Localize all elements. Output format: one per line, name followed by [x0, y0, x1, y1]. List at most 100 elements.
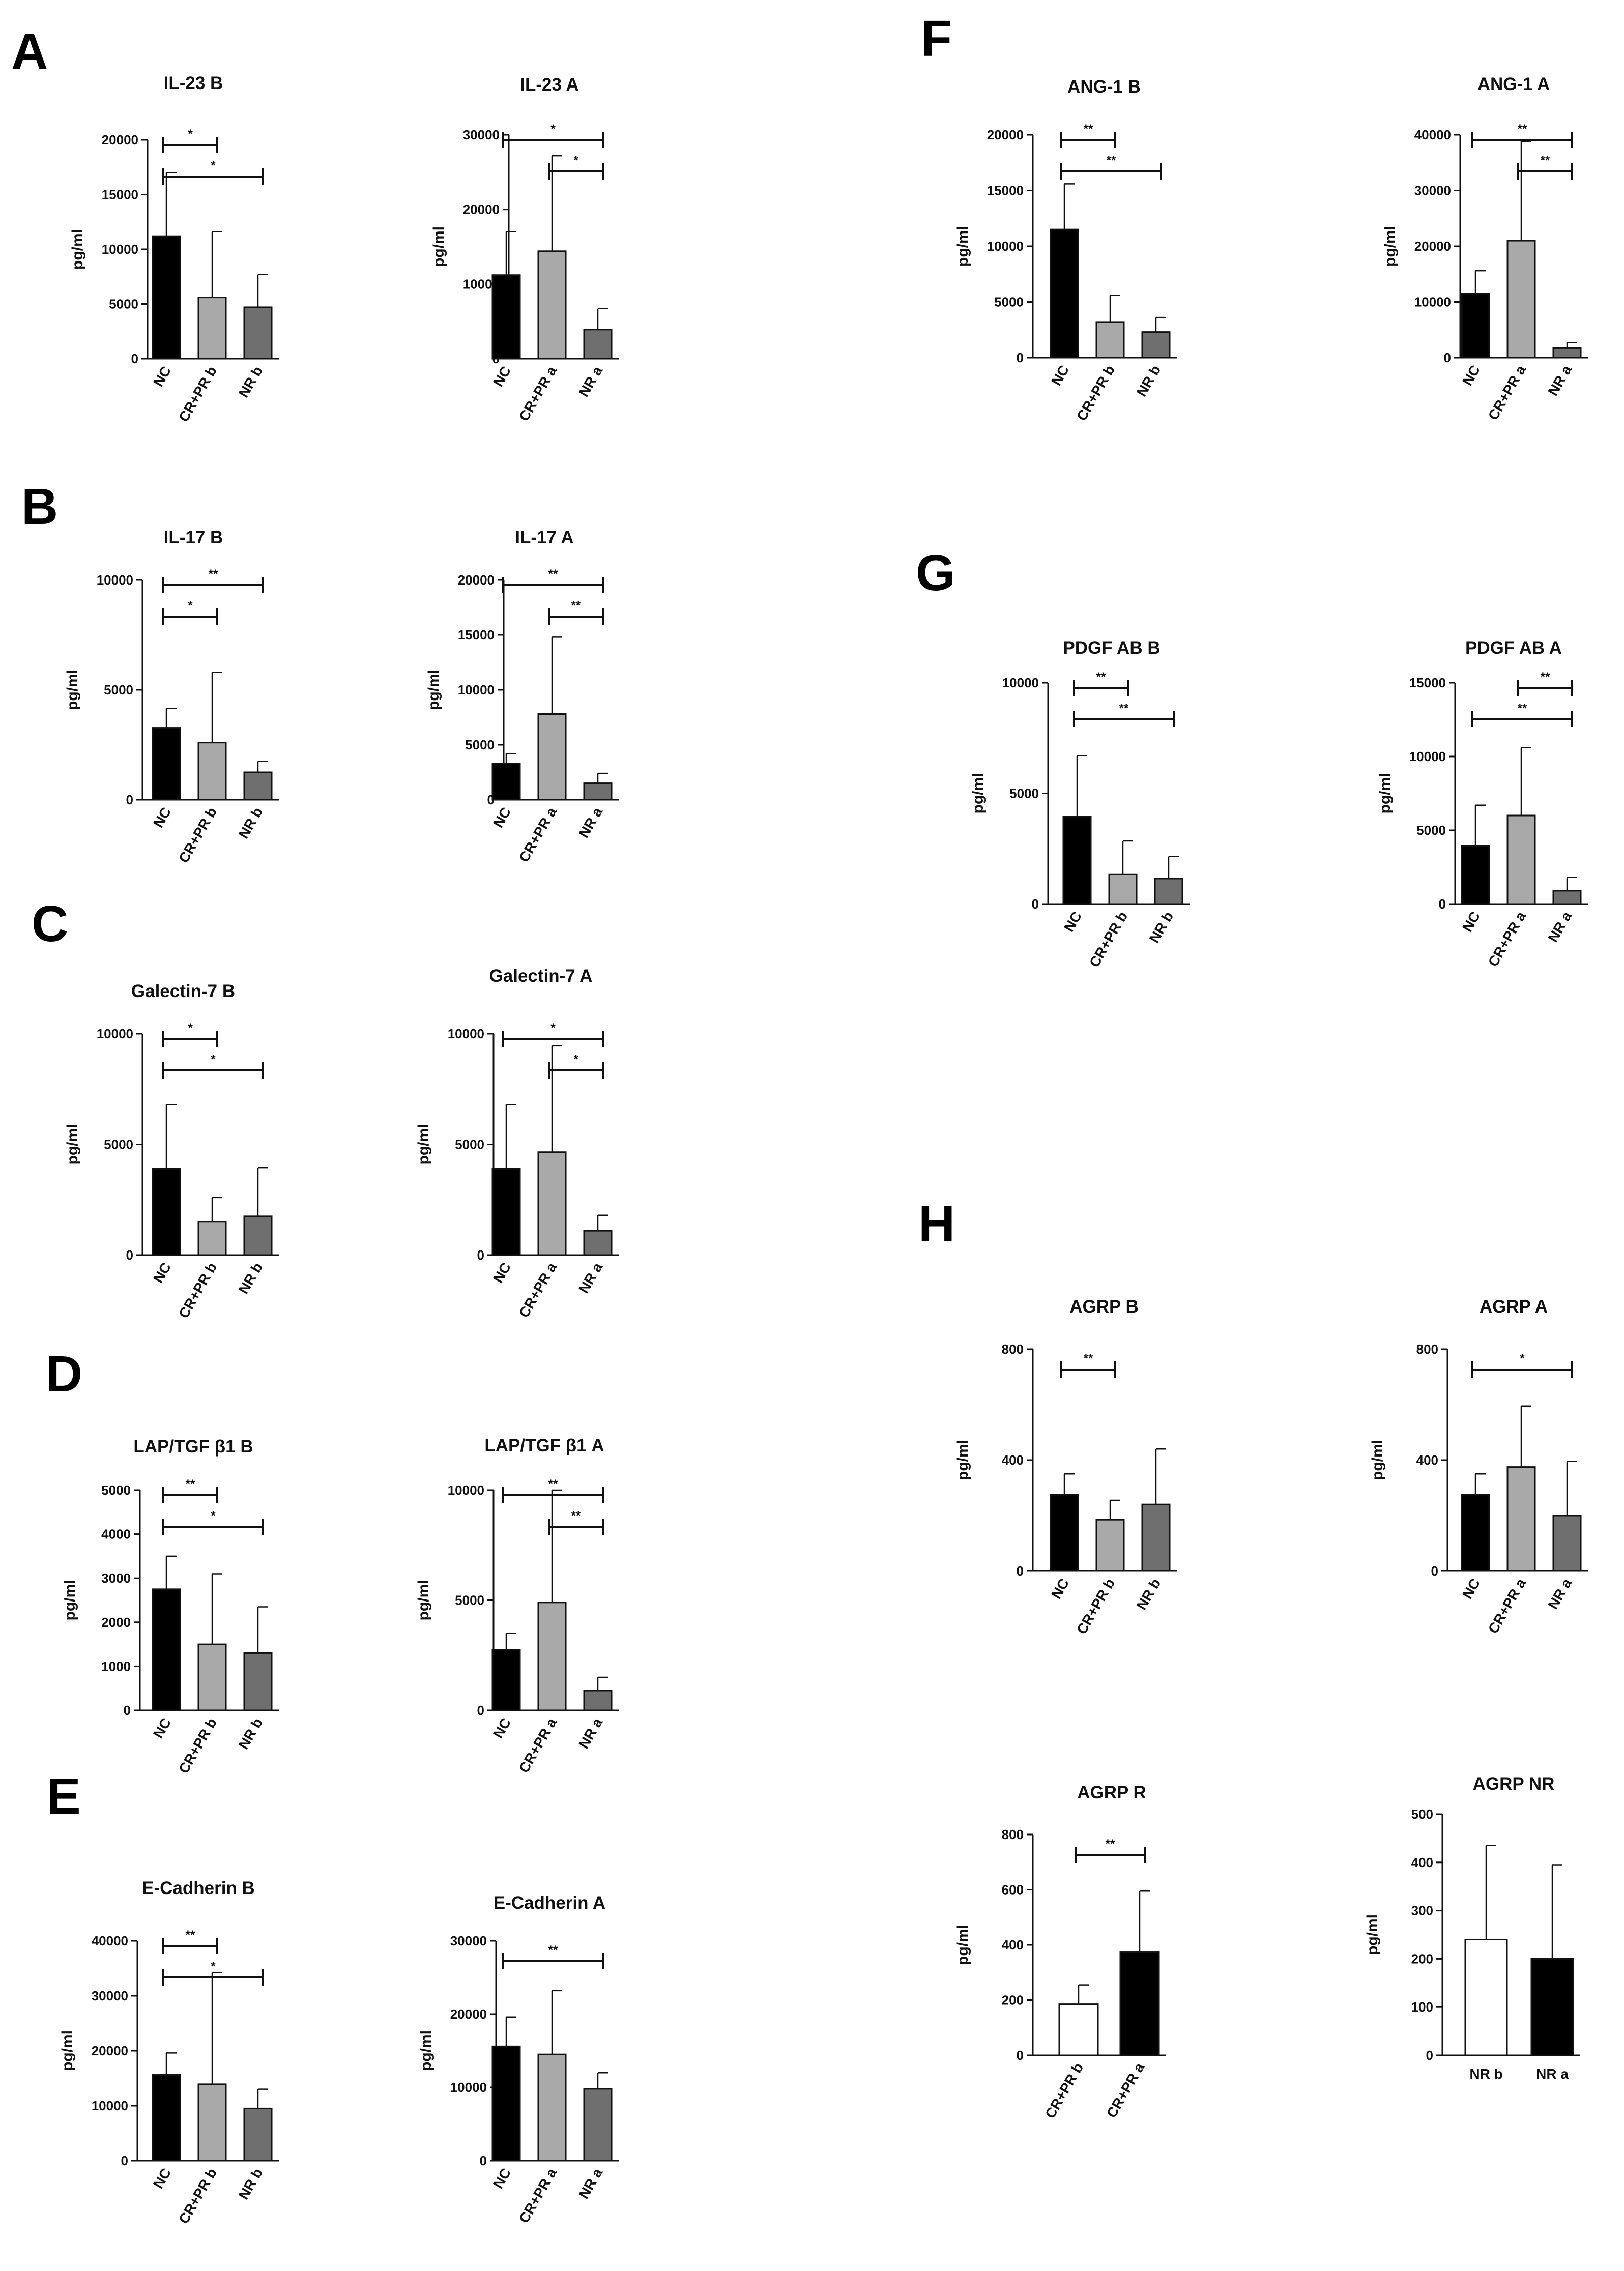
y-tick-label: 10000 — [97, 1026, 133, 1041]
y-tick-label: 10000 — [1414, 295, 1451, 310]
chart-gal7b: Galectin-7 B pg/ml 0 5000 10000 NC CR+PR b NR b… — [64, 981, 279, 1321]
significance-bracket: ** — [1075, 1837, 1146, 1863]
bar-cr-pr-b — [1108, 873, 1138, 905]
y-tick-label: 10000 — [448, 1026, 484, 1041]
y-tick-label: 15000 — [458, 627, 495, 643]
x-tick-label: CR+PR b — [1042, 2060, 1086, 2121]
chart-pdgfa: PDGF AB A pg/ml 0 5000 10000 15000 NC CR+PR a NR… — [1377, 638, 1588, 969]
x-tick-label: NR a — [575, 2165, 605, 2201]
x-tick-label: CR+PR a — [516, 1260, 560, 1320]
x-tick-label: NR b — [236, 805, 266, 841]
significance-stars: ** — [548, 567, 558, 581]
y-tick-label: 40000 — [92, 1933, 128, 1948]
y-tick-label: 10000 — [450, 2080, 487, 2095]
significance-bracket: ** — [502, 1943, 604, 1969]
y-tick-label: 4000 — [101, 1527, 131, 1542]
significance-stars: ** — [186, 1477, 195, 1491]
y-tick-label: 400 — [1002, 1452, 1024, 1468]
panel-label-e: E — [47, 1768, 81, 1825]
x-tick-label: NC — [490, 2166, 514, 2192]
chart-lapb: LAP/TGF β1 B pg/ml 0 1000 2000 3000 4000 5000 NC… — [62, 1437, 279, 1776]
bar-nc — [152, 2074, 181, 2162]
y-tick-label: 10000 — [1409, 749, 1446, 764]
significance-stars: * — [188, 599, 193, 613]
y-tick-label: 20000 — [463, 202, 500, 217]
y-axis-label: pg/ml — [415, 1580, 432, 1621]
y-tick-label: 0 — [1017, 350, 1024, 365]
y-tick-label: 10000 — [1002, 675, 1039, 690]
significance-stars: * — [211, 1509, 216, 1523]
chart-ang1a: ANG-1 A pg/ml 0 10000 20000 30000 40000 NC CR+PR… — [1382, 74, 1588, 423]
bar-cr-pr-b — [1095, 321, 1125, 359]
chart-title: AGRP NR — [1473, 1774, 1555, 1794]
bar-nr-a — [583, 1690, 613, 1711]
y-tick-label: 0 — [1032, 896, 1039, 912]
y-axis-label: pg/ml — [1382, 226, 1399, 267]
bar-cr-pr-b — [197, 1221, 227, 1256]
x-tick-label: NC — [150, 805, 174, 831]
significance-bracket: * — [162, 1021, 218, 1047]
x-tick-label: CR+PR b — [176, 2166, 220, 2227]
y-tick-label: 0 — [1017, 1563, 1024, 1579]
x-tick-label: NC — [1048, 1576, 1072, 1602]
x-tick-label: NR b — [1134, 363, 1164, 399]
bar-nc — [1050, 1494, 1079, 1572]
y-tick-label: 20000 — [450, 2006, 487, 2022]
y-axis-label: pg/ml — [69, 229, 86, 270]
x-tick-label: CR+PR b — [176, 364, 220, 425]
significance-stars: * — [211, 159, 216, 172]
significance-bracket: ** — [1060, 122, 1116, 148]
y-tick-label: 20000 — [1414, 239, 1451, 254]
significance-bracket: ** — [548, 1509, 604, 1535]
bar-nr-a — [1552, 347, 1582, 359]
y-tick-label: 400 — [1416, 1452, 1438, 1468]
bar-nr-b — [243, 2107, 273, 2162]
bar-cr-pr-b — [197, 2083, 227, 2162]
y-tick-label: 0 — [477, 1247, 484, 1263]
y-tick-label: 10000 — [102, 242, 138, 257]
x-tick-label: CR+PR a — [516, 2165, 560, 2226]
y-tick-label: 5000 — [1009, 786, 1039, 801]
y-axis-label: pg/ml — [62, 1580, 78, 1621]
bar-nc — [491, 763, 521, 801]
significance-stars: ** — [1119, 702, 1129, 715]
bar-nc — [152, 727, 181, 801]
chart-ecadb: E-Cadherin B pg/ml 0 10000 20000 30000 40000 NC… — [59, 1878, 279, 2226]
significance-stars: * — [211, 1053, 216, 1066]
significance-stars: * — [211, 1960, 216, 1973]
x-tick-label: CR+PR a — [1104, 2060, 1148, 2120]
bar-cr-pr-b — [1095, 1519, 1125, 1572]
y-tick-label: 5000 — [104, 682, 133, 697]
bar-nr-b — [243, 1215, 273, 1256]
y-tick-label: 5000 — [994, 295, 1024, 310]
y-tick-label: 5000 — [455, 1137, 484, 1152]
chart-agrpa: AGRP A pg/ml 0 400 800 NC CR+PR a NR a * — [1369, 1297, 1588, 1636]
significance-bracket: ** — [1517, 154, 1573, 180]
bar-cr-pr-a — [1506, 814, 1536, 905]
x-tick-label: NC — [1459, 363, 1483, 389]
x-tick-label: NR a — [575, 363, 605, 399]
x-tick-label: NR b — [1134, 1576, 1164, 1613]
chart-title: ANG-1 A — [1477, 74, 1550, 94]
chart-agrpr: AGRP R pg/ml 0 200 400 600 800 CR+PR b CR+PR a ** — [954, 1783, 1166, 2121]
y-tick-label: 1000 — [101, 1658, 131, 1674]
chart-agrpnr: AGRP NR pg/ml 0 100 200 300 400 500 NR b NR a — [1364, 1774, 1580, 2082]
y-tick-label: 10000 — [458, 682, 495, 697]
significance-bracket: ** — [1060, 1352, 1116, 1378]
bar-nc — [1050, 228, 1079, 359]
bar-nc — [491, 2045, 521, 2162]
x-tick-label: NC — [150, 2166, 174, 2192]
y-axis-label: pg/ml — [1377, 773, 1394, 814]
y-tick-label: 30000 — [92, 1988, 128, 2003]
significance-bracket: ** — [1471, 702, 1573, 727]
chart-title: Galectin-7 A — [489, 966, 593, 986]
y-tick-label: 100 — [1411, 1999, 1433, 2015]
panel-label-h: H — [918, 1196, 955, 1253]
x-tick-label: NC — [150, 1260, 174, 1286]
bar-cr-pr-b — [1058, 2003, 1099, 2056]
significance-stars: ** — [1084, 122, 1093, 136]
significance-bracket: ** — [1517, 670, 1573, 696]
